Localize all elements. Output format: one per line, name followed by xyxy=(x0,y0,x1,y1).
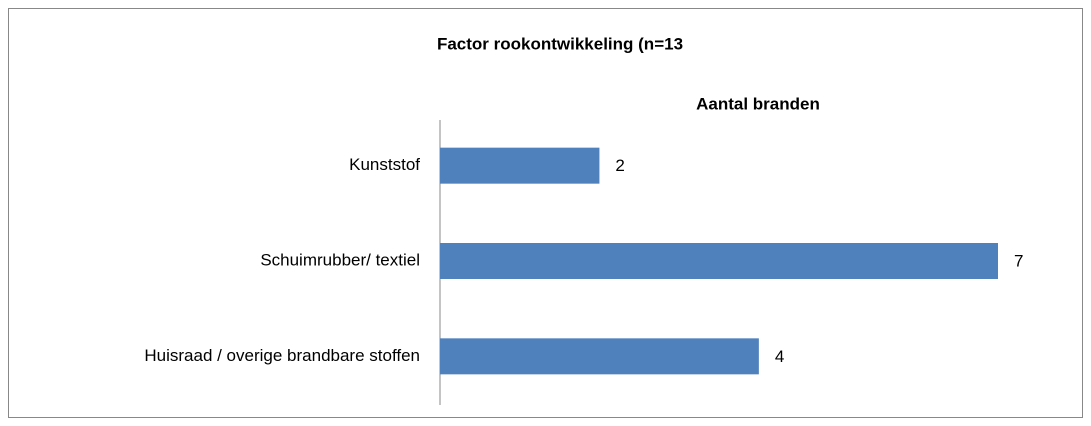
data-label: 2 xyxy=(615,156,624,175)
category-label: Huisraad / overige brandbare stoffen xyxy=(144,346,420,365)
bar xyxy=(440,243,998,279)
category-label: Schuimrubber/ textiel xyxy=(260,250,420,269)
series-label: Aantal branden xyxy=(696,94,820,113)
data-label: 4 xyxy=(775,347,784,366)
chart-title: Factor rookontwikkeling (n=13 xyxy=(437,34,683,53)
category-label: Kunststof xyxy=(349,155,420,174)
bar xyxy=(440,338,759,375)
data-label: 7 xyxy=(1014,251,1023,270)
bar xyxy=(440,147,600,184)
